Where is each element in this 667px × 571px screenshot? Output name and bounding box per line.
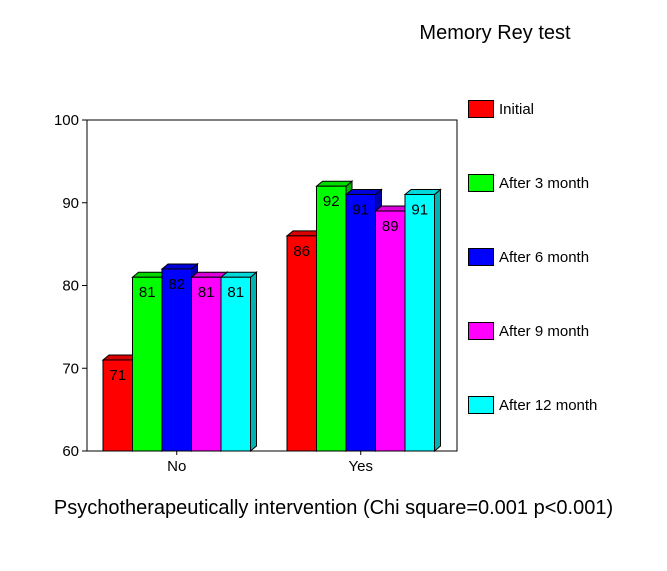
legend-label: After 6 month [499, 249, 590, 266]
data-label: 81 [198, 284, 215, 301]
chart-legend: Initial After 3 month After 6 month After 9… [466, 98, 661, 433]
x-tick-label: No [167, 458, 186, 475]
y-tick-label: 100 [54, 112, 79, 129]
legend-label: Initial [499, 101, 535, 118]
chart-title: Memory Rey test [419, 22, 571, 44]
bar [286, 235, 317, 452]
legend-swatch [468, 396, 494, 414]
legend-swatch [468, 248, 494, 266]
bar [161, 268, 192, 452]
legend-label: After 3 month [499, 175, 590, 192]
x-tick-label: Yes [349, 458, 373, 475]
legend-item: After 9 month [466, 320, 661, 344]
y-tick-label: 90 [62, 195, 79, 212]
bar-side [250, 271, 257, 453]
bar [316, 185, 347, 452]
bar [132, 276, 163, 452]
legend-item: After 12 month [466, 394, 661, 418]
legend-swatch [468, 100, 494, 118]
y-tick-label: 80 [62, 278, 79, 295]
bar [345, 193, 376, 452]
bar-top [315, 180, 354, 187]
data-label: 92 [323, 193, 340, 210]
bar [102, 359, 133, 452]
data-label: 91 [352, 201, 369, 218]
data-label: 89 [382, 218, 399, 235]
bar-side [434, 188, 441, 453]
bar [404, 193, 435, 452]
bar-top [219, 271, 258, 278]
bar-top [403, 188, 442, 195]
legend-swatch [468, 322, 494, 340]
x-axis-label: Psychotherapeutically intervention (Chi … [53, 497, 614, 519]
bar [375, 210, 406, 452]
data-label: 82 [168, 276, 185, 293]
data-label: 86 [293, 243, 310, 260]
bar-top [344, 188, 383, 195]
data-label: 81 [139, 284, 156, 301]
legend-label: After 9 month [499, 323, 590, 340]
y-tick-label: 70 [62, 360, 79, 377]
data-label: 71 [109, 367, 126, 384]
bar [191, 276, 222, 452]
legend-swatch [468, 174, 494, 192]
legend-item: Initial [466, 98, 661, 122]
data-label: 81 [227, 284, 244, 301]
bar-top [160, 263, 199, 270]
y-tick-label: 60 [62, 443, 79, 460]
legend-item: After 3 month [466, 172, 661, 196]
data-label: 91 [411, 201, 428, 218]
legend-item: After 6 month [466, 246, 661, 270]
legend-label: After 12 month [499, 397, 598, 414]
bar [220, 276, 251, 452]
